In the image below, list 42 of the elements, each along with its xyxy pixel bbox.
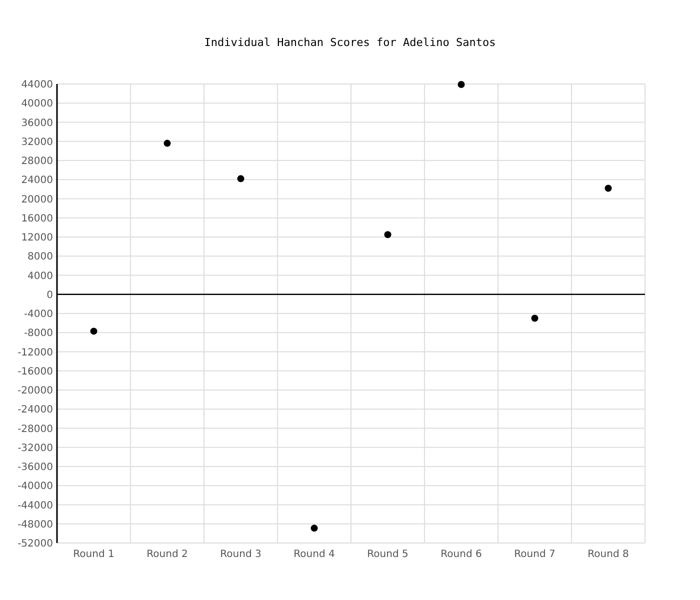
y-tick-label: 20000	[21, 194, 53, 206]
y-tick-label: 36000	[21, 118, 53, 129]
y-tick-label: -12000	[18, 347, 53, 358]
chart-title: Individual Hanchan Scores for Adelino Santos	[204, 36, 496, 49]
y-tick-label: -4000	[24, 309, 53, 320]
y-tick-label: -40000	[18, 481, 53, 492]
y-tick-label: 28000	[21, 156, 53, 167]
y-tick-label: -24000	[18, 404, 53, 416]
x-tick-label: Round 2	[146, 549, 188, 560]
y-tick-label: 0	[46, 290, 53, 301]
y-tick-label: 32000	[21, 136, 53, 148]
y-tick-label: 12000	[21, 232, 53, 244]
point	[384, 231, 392, 238]
point	[237, 175, 244, 182]
y-tick-label: 16000	[21, 213, 53, 224]
y-tick-label: 8000	[28, 252, 53, 263]
y-tick-label: 4000	[28, 270, 53, 282]
point	[531, 314, 538, 322]
y-tick-label: -44000	[18, 500, 53, 512]
point	[164, 140, 171, 147]
y-tick-label: -28000	[18, 424, 53, 435]
x-tick-label: Round 1	[73, 549, 114, 560]
y-tick-label: 40000	[21, 98, 53, 110]
y-tick-label: 24000	[21, 175, 53, 186]
point	[604, 184, 612, 192]
y-tick-label: -32000	[18, 442, 53, 454]
y-tick-label: -8000	[24, 328, 53, 340]
point	[310, 524, 318, 532]
y-tick-label: -48000	[18, 519, 53, 530]
x-tick-label: Round 8	[588, 549, 629, 560]
x-tick-label: Round 5	[367, 549, 408, 560]
y-tick-label: -16000	[18, 366, 53, 378]
y-tick-label: 44000	[21, 80, 53, 90]
y-tick-label: -52000	[18, 538, 53, 550]
x-tick-label: Round 3	[220, 549, 262, 560]
x-tick-label: Round 7	[514, 549, 556, 560]
x-tick-label: Round 4	[294, 549, 335, 560]
y-tick-label: -20000	[18, 386, 53, 396]
y-tick-label: -36000	[18, 462, 53, 473]
point	[458, 80, 465, 88]
x-tick-label: Round 6	[440, 549, 482, 560]
point	[90, 328, 98, 335]
